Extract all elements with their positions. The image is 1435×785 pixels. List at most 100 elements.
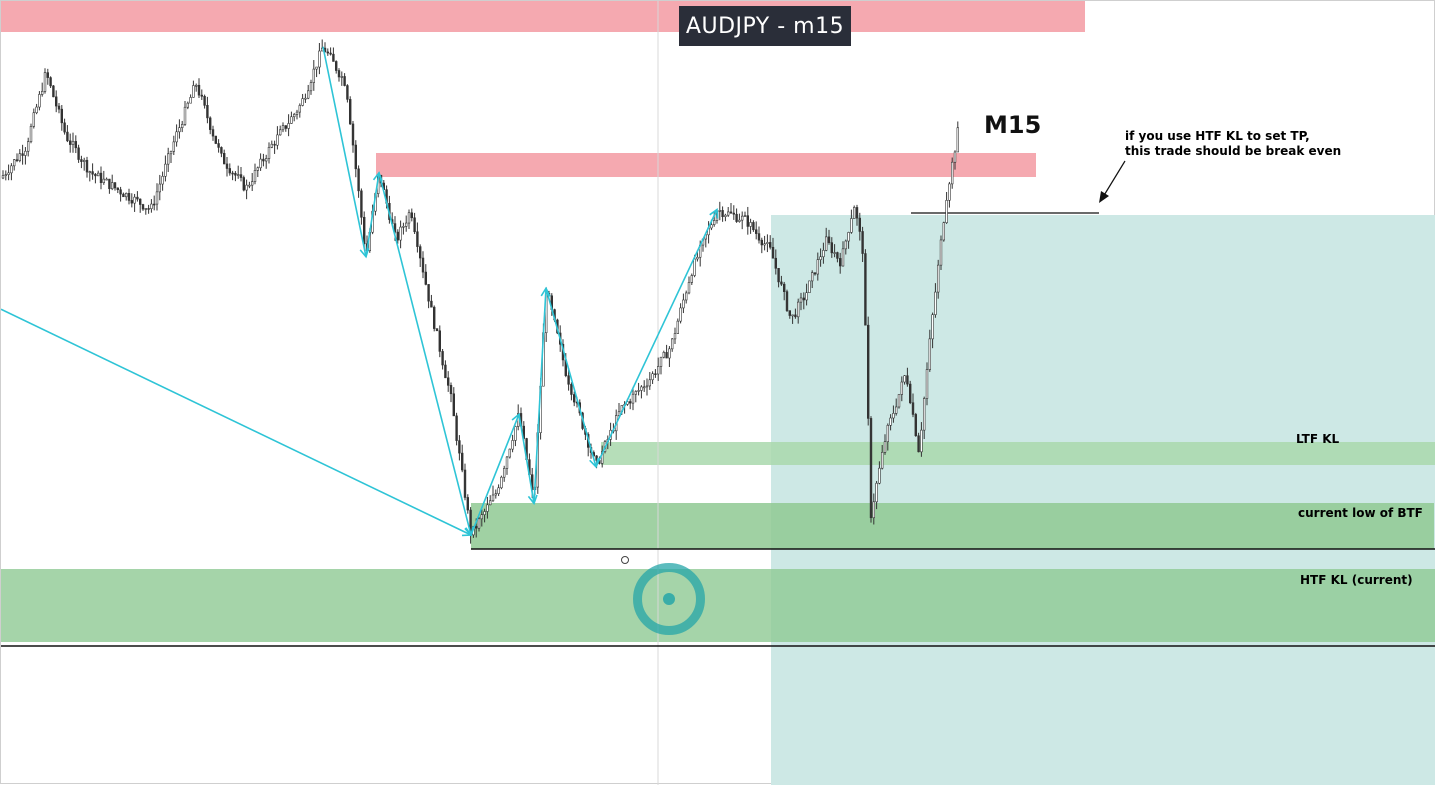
candle-body-230 bbox=[645, 385, 649, 388]
candle-body-225 bbox=[631, 393, 635, 404]
candle-body-234 bbox=[656, 366, 660, 375]
candle-body-95 bbox=[267, 147, 271, 159]
candle-body-176 bbox=[494, 493, 497, 496]
candle-body-104 bbox=[292, 114, 296, 118]
htf-kl-zone[interactable] bbox=[1, 569, 1435, 642]
candle-body-110 bbox=[309, 82, 313, 92]
candle-body-203 bbox=[570, 383, 573, 395]
htf-kl-label: HTF KL (current) bbox=[1300, 573, 1413, 587]
candle-body-266 bbox=[746, 215, 750, 227]
ltf-kl-zone[interactable] bbox=[601, 442, 1435, 465]
candle-body-180 bbox=[505, 456, 509, 469]
candle-body-178 bbox=[500, 476, 503, 489]
candle-body-103 bbox=[290, 116, 293, 124]
candle-body-78 bbox=[220, 147, 223, 154]
candle-body-319 bbox=[894, 406, 898, 414]
candle-body-12 bbox=[35, 106, 38, 114]
candle-body-99 bbox=[278, 129, 282, 136]
candle-body-117 bbox=[329, 52, 332, 55]
swing-line-8[interactable] bbox=[595, 209, 718, 468]
candle-body-277 bbox=[777, 268, 780, 283]
candle-body-175 bbox=[491, 494, 495, 502]
candle-body-238 bbox=[668, 348, 671, 359]
candle-body-18 bbox=[52, 85, 55, 98]
tp-note-line1: if you use HTF KL to set TP, bbox=[1125, 129, 1310, 143]
swing-line-6[interactable] bbox=[533, 288, 547, 504]
candle-body-162 bbox=[455, 415, 458, 441]
candle-body-66 bbox=[186, 102, 189, 108]
candle-body-35 bbox=[99, 172, 103, 183]
candle-body-129 bbox=[362, 216, 366, 245]
swing-line-0[interactable] bbox=[1, 308, 472, 536]
candle-body-264 bbox=[740, 215, 744, 221]
swing-lines-group[interactable] bbox=[1, 46, 719, 537]
candle-body-19 bbox=[54, 96, 58, 107]
candle-body-69 bbox=[195, 84, 198, 87]
candle-body-147 bbox=[413, 217, 416, 233]
swing-line-4[interactable] bbox=[470, 413, 520, 536]
swing-line-3[interactable] bbox=[378, 172, 472, 536]
candle-body-21 bbox=[60, 108, 64, 124]
position-zone[interactable] bbox=[771, 215, 1435, 785]
candle-body-172 bbox=[483, 511, 486, 516]
candle-body-122 bbox=[343, 76, 346, 86]
candle-body-298 bbox=[836, 252, 839, 259]
candle-body-301 bbox=[844, 240, 848, 250]
candle-body-2 bbox=[7, 172, 10, 175]
candle-body-72 bbox=[203, 95, 206, 106]
swing-line-7[interactable] bbox=[545, 288, 597, 467]
candle-body-271 bbox=[760, 239, 764, 246]
candle-body-8 bbox=[24, 150, 27, 156]
candle-body-214 bbox=[600, 451, 604, 464]
candle-body-247 bbox=[693, 258, 696, 276]
candle-body-254 bbox=[712, 220, 716, 225]
swing-line-1[interactable] bbox=[322, 46, 367, 257]
candle-body-5 bbox=[15, 159, 19, 162]
candle-body-293 bbox=[822, 250, 825, 258]
supply-zone-mid[interactable] bbox=[376, 153, 1036, 177]
swing-line-2[interactable] bbox=[365, 172, 380, 257]
candle-body-257 bbox=[721, 210, 724, 217]
candle-body-118 bbox=[332, 53, 335, 62]
candle-body-128 bbox=[360, 190, 363, 218]
candle-body-294 bbox=[824, 236, 828, 251]
candle-body-165 bbox=[463, 469, 467, 498]
candle-body-284 bbox=[796, 301, 800, 318]
candle-body-289 bbox=[810, 272, 814, 282]
candle-body-237 bbox=[665, 352, 668, 359]
candle-body-229 bbox=[642, 386, 646, 389]
candle-body-6 bbox=[18, 153, 21, 161]
candle-body-54 bbox=[153, 203, 156, 206]
current-low-zone[interactable] bbox=[471, 503, 1434, 549]
candle-body-152 bbox=[427, 284, 430, 302]
candle-body-60 bbox=[169, 151, 173, 155]
candle-body-173 bbox=[486, 504, 489, 512]
candle-body-295 bbox=[827, 236, 831, 243]
candle-body-76 bbox=[214, 135, 217, 144]
candle-body-338 bbox=[948, 183, 951, 201]
candle-body-16 bbox=[46, 72, 50, 78]
candle-body-324 bbox=[908, 383, 912, 404]
candle-body-123 bbox=[346, 85, 349, 100]
candle-body-101 bbox=[284, 125, 287, 129]
candle-body-44 bbox=[125, 193, 128, 198]
current-low-label: current low of BTF bbox=[1298, 506, 1423, 520]
candle-body-220 bbox=[617, 411, 621, 416]
candle-body-334 bbox=[936, 264, 940, 293]
swing-line-5[interactable] bbox=[518, 414, 535, 504]
candle-body-265 bbox=[743, 215, 747, 217]
candle-body-280 bbox=[785, 291, 789, 311]
tp-note: if you use HTF KL to set TP, this trade … bbox=[1125, 129, 1341, 159]
candle-body-158 bbox=[444, 364, 447, 379]
candle-body-33 bbox=[94, 173, 97, 177]
supply-zone-top[interactable] bbox=[1, 1, 1085, 32]
candle-body-233 bbox=[654, 373, 657, 375]
candle-body-86 bbox=[242, 177, 245, 191]
candle-body-283 bbox=[794, 314, 797, 318]
candle-body-262 bbox=[735, 213, 738, 222]
note-arrow bbox=[1102, 160, 1126, 198]
candle-body-286 bbox=[802, 297, 806, 301]
candle-body-335 bbox=[939, 239, 943, 266]
